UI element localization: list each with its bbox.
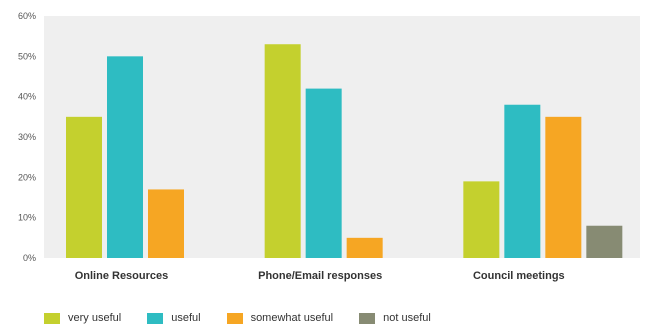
y-tick-label: 20% (18, 172, 36, 182)
legend-swatch (44, 312, 60, 324)
y-tick-label: 10% (18, 213, 36, 223)
bar-useful-1 (305, 88, 342, 258)
y-axis-ticks: 0% 10% 20% 30% 40% 50% 60% (18, 11, 36, 263)
bar-not-useful-2 (586, 225, 623, 258)
x-category-label: Online Resources (75, 270, 169, 282)
legend-item: useful (147, 312, 201, 324)
bar-useful-2 (504, 104, 541, 258)
x-category-label: Council meetings (473, 270, 565, 282)
bar-somewhat-useful-1 (346, 237, 383, 258)
y-tick-label: 0% (23, 253, 36, 263)
y-tick-label: 40% (18, 92, 36, 102)
legend-item: not useful (359, 312, 431, 324)
legend-swatch (359, 312, 376, 324)
chart: 0% 10% 20% 30% 40% 50% 60% Online Resources Pho… (18, 11, 640, 282)
legend: very useful useful somewhat useful not usef… (44, 312, 457, 324)
x-axis-categories: Online Resources Phone/Email responses Cou… (75, 270, 565, 282)
bar-useful-0 (107, 56, 143, 259)
bars (66, 44, 623, 259)
bar-very-useful-0 (66, 116, 102, 258)
legend-label: useful (171, 312, 201, 324)
y-tick-label: 60% (18, 11, 36, 21)
legend-swatch (226, 312, 243, 324)
legend-label: very useful (68, 312, 122, 324)
legend-swatch (147, 312, 164, 324)
plot-area (44, 16, 640, 258)
legend-label: somewhat useful (250, 312, 334, 324)
x-category-label: Phone/Email responses (258, 270, 382, 282)
y-tick-label: 50% (18, 51, 36, 61)
legend-label: not useful (383, 312, 431, 324)
legend-item: somewhat useful (226, 312, 334, 324)
bar-very-useful-2 (463, 181, 500, 258)
legend-item: very useful (44, 312, 121, 324)
y-tick-label: 30% (18, 132, 36, 142)
bar-somewhat-useful-0 (148, 189, 184, 258)
bar-somewhat-useful-2 (545, 116, 582, 258)
bar-very-useful-1 (264, 44, 301, 258)
